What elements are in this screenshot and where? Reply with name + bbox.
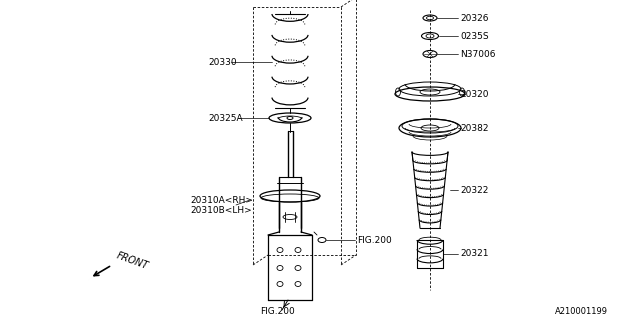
Text: A210001199: A210001199 — [555, 308, 608, 316]
Text: 20382: 20382 — [460, 124, 488, 132]
Text: 20321: 20321 — [460, 250, 488, 259]
Text: N37006: N37006 — [460, 50, 495, 59]
Text: 0235S: 0235S — [460, 31, 488, 41]
Text: 20330: 20330 — [208, 58, 237, 67]
Text: 20310B<LH>: 20310B<LH> — [190, 205, 252, 214]
Text: 20310A<RH>: 20310A<RH> — [190, 196, 253, 204]
Text: 20326: 20326 — [460, 13, 488, 22]
Text: 20325A: 20325A — [208, 114, 243, 123]
Text: 20320: 20320 — [460, 90, 488, 99]
Text: 20322: 20322 — [460, 186, 488, 195]
Text: FIG.200: FIG.200 — [357, 236, 392, 244]
Text: FIG.200: FIG.200 — [260, 308, 295, 316]
Text: FRONT: FRONT — [115, 251, 150, 271]
